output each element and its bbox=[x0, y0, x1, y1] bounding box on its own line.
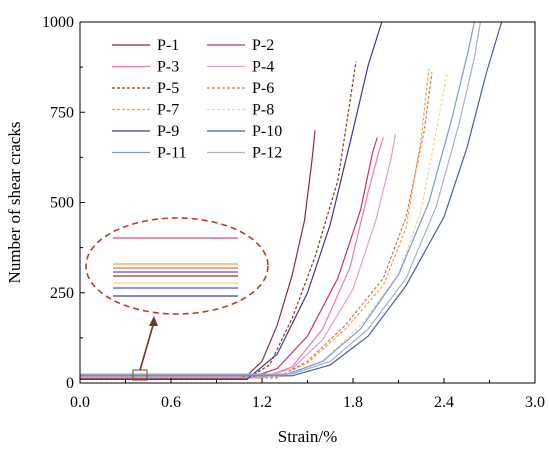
zoom-arrow-line bbox=[139, 321, 155, 371]
legend-label-p-11: P-11 bbox=[157, 145, 187, 162]
inset-ellipse bbox=[85, 217, 269, 315]
y-tick-label: 500 bbox=[50, 195, 74, 212]
series-line-p-10 bbox=[80, 22, 503, 377]
x-tick-label: 3.0 bbox=[525, 394, 545, 411]
legend-label-p-7: P-7 bbox=[157, 102, 179, 119]
y-tick-label: 0 bbox=[66, 375, 74, 392]
legend-label-p-1: P-1 bbox=[157, 37, 179, 54]
legend: P-1 P-2 P-3 P-4 P-5 P-6 P-7 P-8 P-9 P-10 P-11 P-12 bbox=[112, 37, 282, 162]
legend-label-p-10: P-10 bbox=[252, 123, 282, 140]
zoom-inset bbox=[85, 217, 269, 381]
y-tick-label: 750 bbox=[50, 104, 74, 121]
series-line-p-11 bbox=[80, 22, 475, 376]
legend-label-p-8: P-8 bbox=[252, 102, 274, 119]
y-axis-title: Number of shear cracks bbox=[5, 122, 24, 284]
legend-label-p-2: P-2 bbox=[252, 37, 274, 54]
legend-label-p-4: P-4 bbox=[252, 59, 274, 76]
legend-label-p-12: P-12 bbox=[252, 145, 282, 162]
y-tick-label: 1000 bbox=[42, 14, 74, 31]
x-tick-label: 2.4 bbox=[434, 394, 454, 411]
legend-label-p-5: P-5 bbox=[157, 80, 179, 97]
axes: 0.0 0.6 1.2 1.8 2.4 3.0 0 250 500 750 1000 bbox=[42, 14, 545, 411]
x-tick-label: 1.8 bbox=[343, 394, 363, 411]
plot-frame bbox=[79, 21, 536, 384]
zoom-arrow-head bbox=[149, 316, 158, 326]
series-line-p-12 bbox=[80, 22, 481, 375]
legend-label-p-3: P-3 bbox=[157, 59, 179, 76]
y-tick-label: 250 bbox=[50, 285, 74, 302]
x-tick-label: 0.0 bbox=[70, 394, 90, 411]
series-line-p-9 bbox=[80, 22, 383, 380]
x-axis-title: Strain/% bbox=[278, 427, 338, 446]
legend-label-p-6: P-6 bbox=[252, 80, 274, 97]
legend-label-p-9: P-9 bbox=[157, 123, 179, 140]
plot-area bbox=[80, 22, 503, 380]
x-tick-label: 0.6 bbox=[161, 394, 181, 411]
x-tick-label: 1.2 bbox=[252, 394, 272, 411]
